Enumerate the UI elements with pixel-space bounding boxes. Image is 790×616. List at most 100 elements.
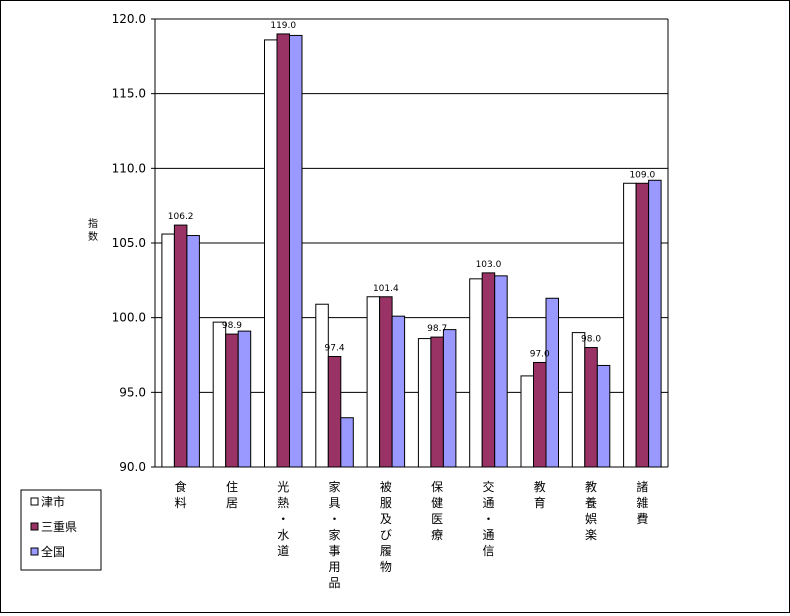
bar-2 bbox=[635, 182, 650, 468]
legend-label-3: 全国 bbox=[41, 544, 65, 559]
data-label: 97.0 bbox=[530, 349, 550, 359]
bar-1 bbox=[571, 332, 586, 468]
svg-text:健: 健 bbox=[431, 496, 443, 510]
bars bbox=[161, 33, 662, 468]
category-label: 教育 bbox=[534, 479, 546, 510]
svg-text:雑: 雑 bbox=[636, 495, 648, 510]
svg-text:通: 通 bbox=[482, 496, 494, 510]
category-label: 諸雑費 bbox=[636, 479, 648, 526]
data-label: 98.9 bbox=[222, 321, 242, 331]
legend-label-1: 津市 bbox=[41, 494, 65, 509]
svg-text:通: 通 bbox=[482, 528, 494, 542]
data-label: 119.0 bbox=[270, 21, 296, 31]
svg-text:養: 養 bbox=[585, 495, 597, 510]
bar-2 bbox=[379, 296, 393, 468]
svg-text:及: 及 bbox=[380, 512, 392, 526]
svg-text:指: 指 bbox=[88, 217, 98, 230]
bar-3 bbox=[545, 297, 559, 468]
svg-text:具: 具 bbox=[329, 496, 341, 510]
svg-text:物: 物 bbox=[380, 560, 392, 574]
y-tick-label: 110.0 bbox=[112, 161, 146, 175]
bar-1 bbox=[623, 182, 637, 468]
data-label: 101.4 bbox=[373, 284, 399, 294]
bar-1 bbox=[315, 303, 329, 468]
y-tick-label: 115.0 bbox=[112, 87, 146, 101]
svg-text:履: 履 bbox=[380, 544, 392, 558]
svg-text:諸: 諸 bbox=[636, 479, 648, 494]
bar-1 bbox=[264, 39, 278, 468]
svg-text:家: 家 bbox=[329, 527, 341, 542]
svg-text:家: 家 bbox=[329, 479, 341, 494]
svg-text:住: 住 bbox=[226, 480, 238, 494]
y-tick-label: 120.0 bbox=[112, 12, 146, 26]
y-tick-label: 95.0 bbox=[119, 385, 146, 399]
svg-text:居: 居 bbox=[226, 496, 238, 510]
bar-1 bbox=[417, 338, 432, 468]
bar-3 bbox=[494, 275, 508, 468]
svg-text:・: ・ bbox=[277, 512, 289, 526]
svg-text:事: 事 bbox=[329, 544, 341, 558]
svg-text:娯: 娯 bbox=[585, 512, 597, 526]
svg-text:教: 教 bbox=[585, 479, 597, 494]
svg-text:光: 光 bbox=[277, 480, 289, 494]
bar-2 bbox=[481, 272, 496, 468]
bar-2 bbox=[276, 33, 290, 468]
bar-3 bbox=[289, 34, 303, 468]
svg-text:教: 教 bbox=[534, 479, 546, 494]
svg-text:楽: 楽 bbox=[585, 528, 597, 542]
data-labels: 106.2 98.9 119.0 97.4 101.4 98.7 103.0 97.0 98.0… bbox=[168, 21, 656, 360]
bar-2 bbox=[225, 333, 239, 468]
svg-text:医: 医 bbox=[431, 512, 443, 526]
svg-text:食: 食 bbox=[175, 479, 187, 494]
bar-3 bbox=[648, 179, 662, 468]
bar-3 bbox=[596, 364, 611, 468]
legend-swatch-2 bbox=[30, 522, 39, 531]
bar-2 bbox=[327, 355, 342, 468]
svg-text:交: 交 bbox=[482, 479, 494, 494]
bar-1 bbox=[366, 296, 381, 468]
bar-3 bbox=[442, 329, 457, 468]
svg-text:道: 道 bbox=[277, 544, 289, 558]
bar-3 bbox=[237, 330, 252, 468]
bar-3 bbox=[391, 315, 406, 468]
data-label: 97.4 bbox=[325, 343, 345, 353]
y-tick-label: 100.0 bbox=[112, 311, 146, 325]
data-label: 109.0 bbox=[629, 170, 655, 180]
svg-text:品: 品 bbox=[329, 576, 341, 590]
y-axis-title: 指数 bbox=[88, 217, 98, 243]
category-label: 住居 bbox=[226, 480, 238, 510]
bar-3 bbox=[186, 235, 200, 468]
svg-text:・: ・ bbox=[329, 512, 341, 526]
bar-3 bbox=[340, 417, 354, 468]
category-label: 光熱・水道 bbox=[277, 480, 289, 558]
svg-text:療: 療 bbox=[431, 528, 443, 542]
y-tick-label: 105.0 bbox=[112, 236, 146, 250]
bar-1 bbox=[161, 233, 175, 468]
svg-text:水: 水 bbox=[277, 528, 289, 542]
data-label: 103.0 bbox=[476, 260, 502, 270]
category-label: 交通・通信 bbox=[482, 479, 494, 558]
svg-text:熱: 熱 bbox=[277, 496, 289, 510]
svg-text:被: 被 bbox=[380, 480, 392, 494]
bar-2 bbox=[173, 224, 188, 468]
data-label: 98.0 bbox=[581, 335, 601, 345]
svg-text:・: ・ bbox=[482, 512, 494, 526]
axes bbox=[154, 19, 669, 468]
bar-1 bbox=[469, 278, 483, 468]
svg-text:費: 費 bbox=[636, 511, 648, 526]
svg-text:用: 用 bbox=[329, 560, 341, 574]
data-label: 98.7 bbox=[427, 324, 447, 334]
svg-text:保: 保 bbox=[431, 480, 443, 494]
bar-1 bbox=[212, 321, 227, 468]
svg-text:料: 料 bbox=[175, 496, 187, 510]
svg-text:服: 服 bbox=[380, 496, 392, 510]
bar-2 bbox=[584, 347, 598, 468]
svg-text:育: 育 bbox=[534, 495, 546, 510]
